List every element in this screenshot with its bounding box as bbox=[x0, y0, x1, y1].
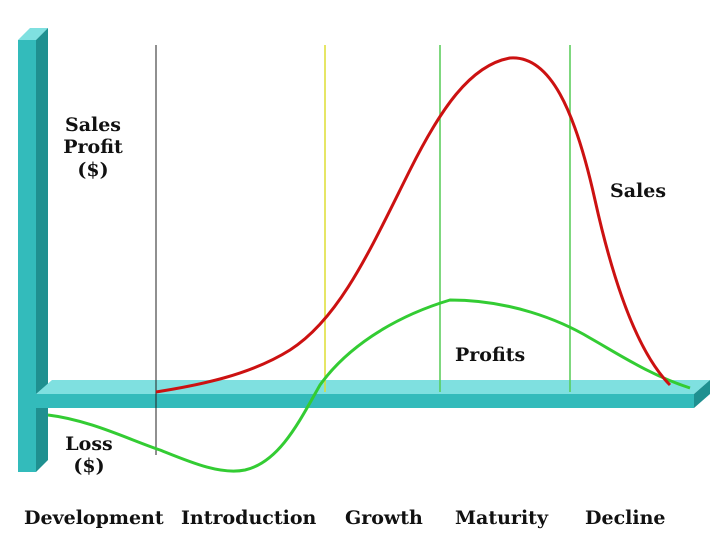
x-axis-top-face bbox=[36, 380, 710, 394]
y-axis-label-line: Loss bbox=[65, 433, 113, 455]
x-axis bbox=[36, 380, 710, 408]
y-axis-side-face bbox=[36, 28, 48, 472]
y-axis-label-line: ($) bbox=[77, 158, 109, 181]
y-axis-label-line: ($) bbox=[73, 455, 105, 478]
y-axis-label-upper: Sales Profit ($) bbox=[60, 114, 126, 181]
series-label-profits: Profits bbox=[455, 344, 526, 366]
x-axis-end-face bbox=[694, 380, 710, 408]
y-axis-top-face bbox=[18, 28, 48, 40]
stage-label-decline: Decline bbox=[585, 507, 666, 529]
y-axis bbox=[18, 28, 48, 472]
profits-curve bbox=[47, 298, 691, 473]
sales-curve bbox=[155, 56, 672, 394]
stage-label-maturity: Maturity bbox=[455, 507, 548, 529]
y-axis-front-face bbox=[18, 40, 36, 472]
y-axis-label-line: Sales bbox=[64, 114, 122, 136]
stage-label-development: Development bbox=[24, 507, 164, 529]
stage-label-introduction: Introduction bbox=[181, 507, 317, 529]
y-axis-label-line: Profit bbox=[63, 136, 123, 159]
x-axis-front-face bbox=[36, 394, 694, 408]
series-label-sales: Sales bbox=[610, 180, 667, 202]
y-axis-label-lower: Loss ($) bbox=[58, 433, 120, 478]
stage-label-growth: Growth bbox=[345, 507, 423, 529]
